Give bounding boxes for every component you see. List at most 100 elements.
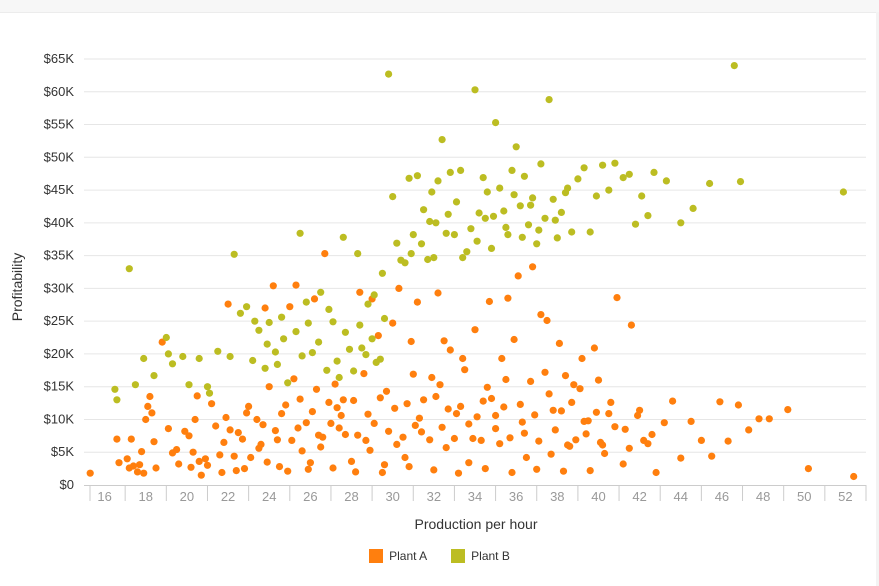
data-point[interactable]: [329, 464, 337, 472]
data-point[interactable]: [158, 338, 166, 346]
data-point[interactable]: [522, 453, 531, 462]
data-point[interactable]: [115, 459, 123, 467]
data-point[interactable]: [463, 248, 471, 256]
data-point[interactable]: [282, 401, 290, 409]
data-point[interactable]: [605, 186, 613, 194]
data-point[interactable]: [650, 168, 658, 176]
data-point[interactable]: [286, 303, 294, 311]
data-point[interactable]: [372, 358, 380, 366]
data-point[interactable]: [273, 436, 281, 444]
data-point[interactable]: [399, 433, 407, 441]
data-point[interactable]: [360, 370, 368, 378]
data-point[interactable]: [376, 394, 384, 402]
data-point[interactable]: [150, 438, 158, 446]
data-point[interactable]: [541, 214, 549, 222]
data-point[interactable]: [333, 404, 341, 412]
data-point[interactable]: [529, 194, 537, 202]
data-point[interactable]: [500, 403, 508, 411]
data-point[interactable]: [333, 357, 341, 365]
data-point[interactable]: [444, 405, 452, 413]
data-point[interactable]: [230, 452, 238, 460]
data-point[interactable]: [335, 424, 343, 432]
data-point[interactable]: [341, 328, 349, 336]
data-point[interactable]: [508, 166, 516, 174]
data-point[interactable]: [129, 462, 137, 470]
data-point[interactable]: [510, 191, 518, 199]
data-point[interactable]: [533, 240, 541, 248]
data-point[interactable]: [405, 174, 413, 182]
data-point[interactable]: [249, 356, 257, 365]
data-point[interactable]: [535, 437, 543, 445]
data-point[interactable]: [292, 328, 300, 336]
data-point[interactable]: [557, 407, 566, 415]
data-point[interactable]: [226, 352, 234, 361]
data-point[interactable]: [634, 411, 642, 420]
data-point[interactable]: [164, 350, 172, 358]
data-point[interactable]: [527, 201, 535, 209]
data-point[interactable]: [537, 311, 545, 319]
data-point[interactable]: [284, 379, 292, 387]
data-point[interactable]: [599, 161, 607, 169]
data-point[interactable]: [352, 468, 360, 476]
data-point[interactable]: [261, 364, 269, 372]
data-point[interactable]: [687, 417, 695, 425]
data-point[interactable]: [220, 438, 228, 446]
data-point[interactable]: [243, 303, 251, 311]
data-point[interactable]: [354, 431, 362, 439]
data-point[interactable]: [607, 398, 615, 406]
data-point[interactable]: [288, 436, 296, 444]
data-point[interactable]: [706, 179, 714, 188]
data-point[interactable]: [518, 418, 526, 426]
data-point[interactable]: [850, 472, 858, 481]
data-point[interactable]: [473, 237, 481, 245]
data-point[interactable]: [389, 319, 397, 327]
data-point[interactable]: [611, 159, 619, 167]
data-point[interactable]: [140, 354, 148, 363]
data-point[interactable]: [401, 259, 409, 267]
data-point[interactable]: [459, 354, 467, 363]
data-point[interactable]: [564, 184, 572, 192]
data-point[interactable]: [506, 434, 514, 442]
data-point[interactable]: [385, 427, 393, 435]
data-point[interactable]: [475, 209, 483, 217]
data-point[interactable]: [341, 430, 349, 439]
data-point[interactable]: [640, 436, 648, 444]
data-point[interactable]: [582, 430, 590, 438]
data-point[interactable]: [452, 410, 461, 418]
data-point[interactable]: [426, 217, 434, 226]
data-point[interactable]: [510, 335, 518, 344]
data-point[interactable]: [350, 367, 358, 375]
data-point[interactable]: [164, 425, 172, 433]
data-point[interactable]: [187, 463, 195, 471]
data-point[interactable]: [444, 210, 452, 218]
data-point[interactable]: [208, 400, 216, 408]
data-point[interactable]: [514, 272, 522, 280]
data-point[interactable]: [471, 86, 479, 94]
data-point[interactable]: [611, 423, 619, 431]
data-point[interactable]: [205, 389, 214, 397]
data-point[interactable]: [605, 410, 613, 418]
data-point[interactable]: [457, 402, 465, 410]
data-point[interactable]: [662, 177, 671, 185]
data-point[interactable]: [306, 459, 314, 467]
data-point[interactable]: [127, 435, 135, 443]
data-point[interactable]: [592, 192, 601, 200]
data-point[interactable]: [201, 455, 209, 463]
data-point[interactable]: [613, 294, 621, 302]
data-point[interactable]: [278, 410, 286, 418]
data-point[interactable]: [327, 419, 335, 427]
data-point[interactable]: [424, 255, 432, 264]
data-point[interactable]: [434, 177, 442, 185]
data-point[interactable]: [533, 465, 541, 473]
data-point[interactable]: [393, 239, 401, 247]
data-point[interactable]: [627, 321, 636, 329]
data-point[interactable]: [111, 385, 119, 393]
data-point[interactable]: [302, 419, 310, 427]
data-point[interactable]: [492, 119, 500, 127]
data-point[interactable]: [131, 381, 139, 389]
data-point[interactable]: [596, 438, 605, 446]
data-point[interactable]: [251, 317, 259, 325]
data-point[interactable]: [625, 170, 633, 178]
data-point[interactable]: [278, 313, 286, 321]
data-point[interactable]: [212, 422, 220, 430]
